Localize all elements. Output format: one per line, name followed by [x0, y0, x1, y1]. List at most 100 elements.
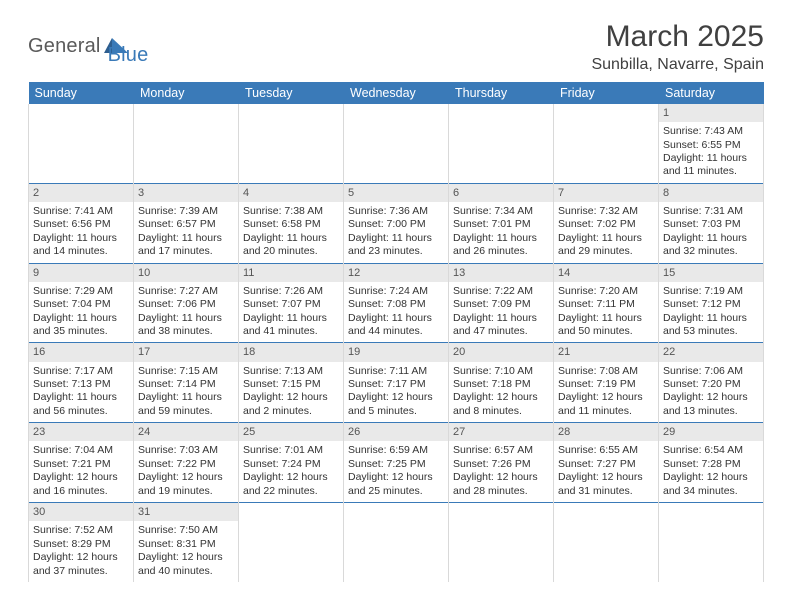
- calendar-body: 1Sunrise: 7:43 AMSunset: 6:55 PMDaylight…: [29, 104, 764, 582]
- sunrise-line: Sunrise: 7:39 AM: [138, 205, 234, 218]
- day-cell: 28Sunrise: 6:55 AMSunset: 7:27 PMDayligh…: [554, 423, 659, 503]
- weekday-header: Thursday: [449, 82, 554, 104]
- daylight-line: Daylight: 11 hours and 23 minutes.: [348, 232, 444, 259]
- sunset-line: Sunset: 7:22 PM: [138, 458, 234, 471]
- sunrise-line: Sunrise: 7:11 AM: [348, 365, 444, 378]
- sunset-line: Sunset: 7:28 PM: [663, 458, 759, 471]
- daylight-line: Daylight: 11 hours and 11 minutes.: [663, 152, 759, 179]
- sunrise-line: Sunrise: 7:08 AM: [558, 365, 654, 378]
- sunset-line: Sunset: 7:17 PM: [348, 378, 444, 391]
- day-number: 4: [239, 184, 343, 202]
- calendar-table: Sunday Monday Tuesday Wednesday Thursday…: [28, 82, 764, 582]
- day-number: 10: [134, 264, 238, 282]
- sunset-line: Sunset: 7:03 PM: [663, 218, 759, 231]
- day-cell: 2 Sunrise: 7:41 AMSunset: 6:56 PMDaylight…: [29, 183, 134, 263]
- day-cell: 20Sunrise: 7:10 AMSunset: 7:18 PMDayligh…: [449, 343, 554, 423]
- sunrise-line: Sunrise: 7:15 AM: [138, 365, 234, 378]
- daylight-line: Daylight: 12 hours and 19 minutes.: [138, 471, 234, 498]
- day-info: Sunrise: 7:10 AMSunset: 7:18 PMDaylight:…: [453, 365, 549, 419]
- day-info: Sunrise: 7:41 AMSunset: 6:56 PMDaylight:…: [33, 205, 129, 259]
- logo: General Blue: [28, 26, 148, 67]
- day-info: Sunrise: 7:13 AMSunset: 7:15 PMDaylight:…: [243, 365, 339, 419]
- daylight-line: Daylight: 12 hours and 8 minutes.: [453, 391, 549, 418]
- day-number: 29: [659, 423, 763, 441]
- sunset-line: Sunset: 7:18 PM: [453, 378, 549, 391]
- sunrise-line: Sunrise: 7:38 AM: [243, 205, 339, 218]
- sunrise-line: Sunrise: 7:52 AM: [33, 524, 129, 537]
- logo-text-general: General: [28, 35, 101, 58]
- daylight-line: Daylight: 11 hours and 26 minutes.: [453, 232, 549, 259]
- day-number: 13: [449, 264, 553, 282]
- day-cell: [659, 503, 764, 582]
- sunset-line: Sunset: 7:06 PM: [138, 298, 234, 311]
- day-info: Sunrise: 7:52 AMSunset: 8:29 PMDaylight:…: [33, 524, 129, 578]
- day-cell: 9Sunrise: 7:29 AMSunset: 7:04 PMDaylight…: [29, 263, 134, 343]
- sunset-line: Sunset: 6:55 PM: [663, 139, 759, 152]
- day-info: Sunrise: 7:26 AMSunset: 7:07 PMDaylight:…: [243, 285, 339, 339]
- day-number: 24: [134, 423, 238, 441]
- day-cell: 10 Sunrise: 7:27 AMSunset: 7:06 PMDayligh…: [134, 263, 239, 343]
- day-cell: 16Sunrise: 7:17 AMSunset: 7:13 PMDayligh…: [29, 343, 134, 423]
- weekday-header: Tuesday: [239, 82, 344, 104]
- day-cell: 12Sunrise: 7:24 AMSunset: 7:08 PMDayligh…: [344, 263, 449, 343]
- day-number: 2: [29, 184, 133, 202]
- day-info: Sunrise: 6:59 AMSunset: 7:25 PMDaylight:…: [348, 444, 444, 498]
- daylight-line: Daylight: 11 hours and 20 minutes.: [243, 232, 339, 259]
- weekday-header: Saturday: [659, 82, 764, 104]
- calendar-row: 23Sunrise: 7:04 AMSunset: 7:21 PMDayligh…: [29, 423, 764, 503]
- sunset-line: Sunset: 8:29 PM: [33, 538, 129, 551]
- day-number: 9: [29, 264, 133, 282]
- day-cell: 18Sunrise: 7:13 AMSunset: 7:15 PMDayligh…: [239, 343, 344, 423]
- calendar-row: 9Sunrise: 7:29 AMSunset: 7:04 PMDaylight…: [29, 263, 764, 343]
- day-info: Sunrise: 7:15 AMSunset: 7:14 PMDaylight:…: [138, 365, 234, 419]
- day-info: Sunrise: 7:27 AMSunset: 7:06 PMDaylight:…: [138, 285, 234, 339]
- day-number: 22: [659, 343, 763, 361]
- day-number: 11: [239, 264, 343, 282]
- day-number: 23: [29, 423, 133, 441]
- daylight-line: Daylight: 11 hours and 32 minutes.: [663, 232, 759, 259]
- day-cell: 22Sunrise: 7:06 AMSunset: 7:20 PMDayligh…: [659, 343, 764, 423]
- day-cell: 6Sunrise: 7:34 AMSunset: 7:01 PMDaylight…: [449, 183, 554, 263]
- daylight-line: Daylight: 11 hours and 14 minutes.: [33, 232, 129, 259]
- sunset-line: Sunset: 7:01 PM: [453, 218, 549, 231]
- daylight-line: Daylight: 12 hours and 37 minutes.: [33, 551, 129, 578]
- sunset-line: Sunset: 7:12 PM: [663, 298, 759, 311]
- sunrise-line: Sunrise: 7:01 AM: [243, 444, 339, 457]
- sunset-line: Sunset: 7:20 PM: [663, 378, 759, 391]
- daylight-line: Daylight: 12 hours and 31 minutes.: [558, 471, 654, 498]
- daylight-line: Daylight: 11 hours and 17 minutes.: [138, 232, 234, 259]
- day-cell: [239, 104, 344, 183]
- sunset-line: Sunset: 7:26 PM: [453, 458, 549, 471]
- sunrise-line: Sunrise: 7:13 AM: [243, 365, 339, 378]
- daylight-line: Daylight: 11 hours and 38 minutes.: [138, 312, 234, 339]
- sunset-line: Sunset: 7:13 PM: [33, 378, 129, 391]
- day-cell: 25Sunrise: 7:01 AMSunset: 7:24 PMDayligh…: [239, 423, 344, 503]
- sunrise-line: Sunrise: 7:43 AM: [663, 125, 759, 138]
- day-info: Sunrise: 7:36 AMSunset: 7:00 PMDaylight:…: [348, 205, 444, 259]
- day-info: Sunrise: 7:20 AMSunset: 7:11 PMDaylight:…: [558, 285, 654, 339]
- daylight-line: Daylight: 12 hours and 2 minutes.: [243, 391, 339, 418]
- sunrise-line: Sunrise: 7:20 AM: [558, 285, 654, 298]
- sunset-line: Sunset: 7:04 PM: [33, 298, 129, 311]
- sunrise-line: Sunrise: 7:41 AM: [33, 205, 129, 218]
- day-cell: 23Sunrise: 7:04 AMSunset: 7:21 PMDayligh…: [29, 423, 134, 503]
- day-number: 12: [344, 264, 448, 282]
- day-cell: 29Sunrise: 6:54 AMSunset: 7:28 PMDayligh…: [659, 423, 764, 503]
- weekday-header-row: Sunday Monday Tuesday Wednesday Thursday…: [29, 82, 764, 104]
- sunrise-line: Sunrise: 7:06 AM: [663, 365, 759, 378]
- day-cell: 11 Sunrise: 7:26 AMSunset: 7:07 PMDayligh…: [239, 263, 344, 343]
- sunset-line: Sunset: 7:19 PM: [558, 378, 654, 391]
- day-number: 16: [29, 343, 133, 361]
- day-cell: 13Sunrise: 7:22 AMSunset: 7:09 PMDayligh…: [449, 263, 554, 343]
- sunset-line: Sunset: 7:14 PM: [138, 378, 234, 391]
- day-cell: [554, 104, 659, 183]
- sunrise-line: Sunrise: 7:31 AM: [663, 205, 759, 218]
- day-cell: 7Sunrise: 7:32 AMSunset: 7:02 PMDaylight…: [554, 183, 659, 263]
- day-cell: 1Sunrise: 7:43 AMSunset: 6:55 PMDaylight…: [659, 104, 764, 183]
- day-cell: [134, 104, 239, 183]
- daylight-line: Daylight: 12 hours and 22 minutes.: [243, 471, 339, 498]
- day-cell: 30Sunrise: 7:52 AMSunset: 8:29 PMDayligh…: [29, 503, 134, 582]
- sunset-line: Sunset: 7:15 PM: [243, 378, 339, 391]
- day-number: 26: [344, 423, 448, 441]
- daylight-line: Daylight: 11 hours and 53 minutes.: [663, 312, 759, 339]
